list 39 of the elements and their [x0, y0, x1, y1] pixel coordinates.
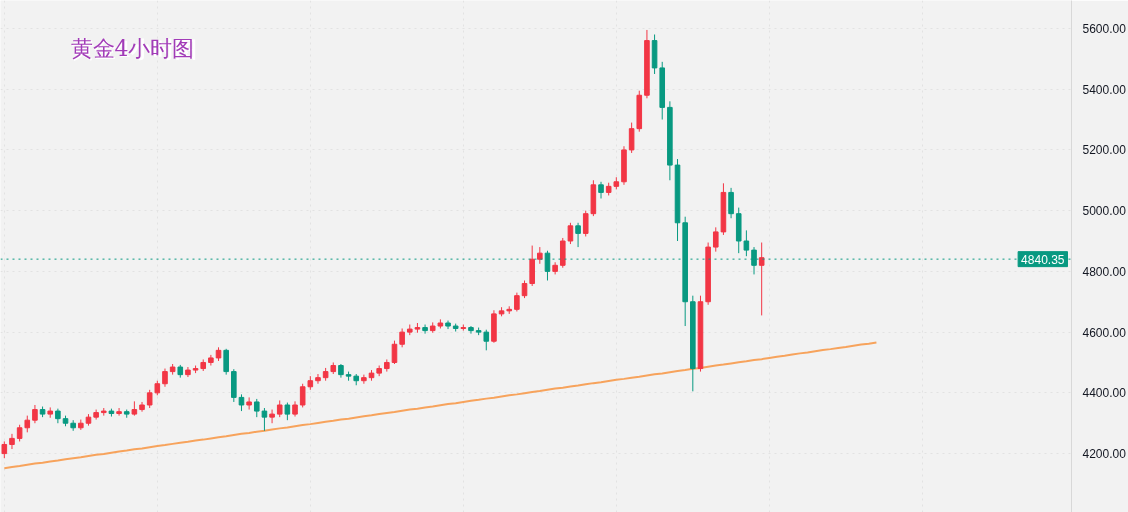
candlestick — [162, 368, 168, 388]
candlestick — [758, 242, 765, 316]
line-series — [3, 341, 878, 470]
candlestick — [116, 407, 122, 417]
y-tick-label: 5200.00 — [1082, 143, 1127, 158]
ref-line-label: 4840.35 — [1021, 252, 1065, 267]
y-tick-label: 4200.00 — [1082, 447, 1127, 462]
candlestick — [468, 325, 474, 335]
candlestick — [628, 122, 635, 154]
candlestick — [269, 409, 275, 424]
candlestick — [223, 348, 229, 376]
y-tick-label: 4400.00 — [1082, 386, 1127, 401]
candlestick — [261, 407, 268, 432]
text: 黄金4小时图 — [70, 35, 195, 61]
candlestick — [712, 226, 719, 253]
y-tick-label: 4600.00 — [1082, 325, 1127, 340]
y-tick-label: 5400.00 — [1082, 82, 1127, 97]
candlestick — [514, 292, 520, 312]
candlestick — [567, 222, 574, 245]
candlestick — [399, 327, 405, 348]
candlestick — [299, 383, 306, 408]
candlestick — [32, 404, 38, 424]
y-tick-label: 5600.00 — [1082, 21, 1127, 36]
y-tick-label: 4800.00 — [1082, 264, 1127, 279]
candlestick — [483, 329, 490, 351]
candlestick — [391, 340, 398, 365]
candlestick — [728, 187, 734, 219]
y-tick-label: 5000.00 — [1082, 204, 1127, 219]
candlestick — [361, 374, 367, 385]
candlestick — [9, 433, 15, 450]
candlestick — [315, 373, 321, 385]
candlestick — [575, 222, 581, 248]
candlestick — [246, 396, 252, 411]
candlestick — [208, 354, 214, 367]
candlestick — [422, 324, 428, 335]
candlestick — [146, 389, 153, 409]
candlestick — [253, 398, 260, 418]
candlestick — [582, 210, 589, 237]
candlestick — [743, 229, 750, 257]
